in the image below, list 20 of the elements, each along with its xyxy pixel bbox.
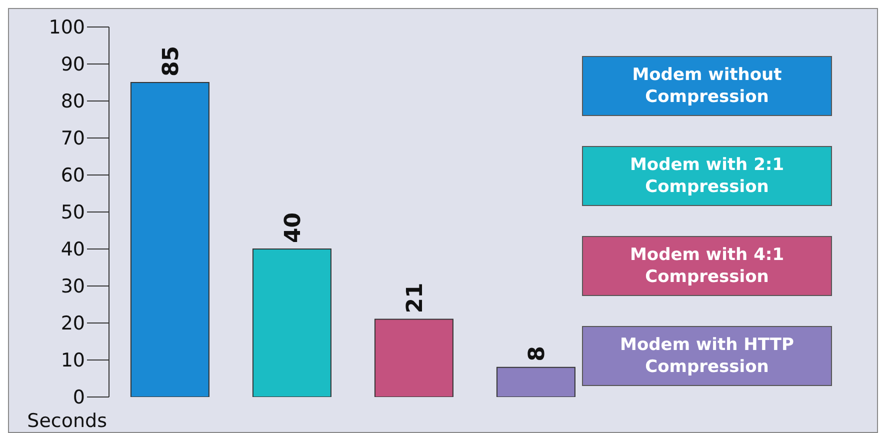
y-tick-label: 50 bbox=[60, 202, 85, 224]
y-tick-label: 20 bbox=[60, 312, 85, 335]
y-tick-label: 100 bbox=[48, 16, 85, 39]
y-tick-label: 80 bbox=[60, 90, 85, 113]
data-label: 85 bbox=[158, 46, 184, 76]
y-tick-label: 30 bbox=[60, 276, 85, 298]
data-label: 21 bbox=[402, 282, 428, 314]
legend-key: Modem with 4:1 Compression bbox=[582, 236, 832, 296]
y-tick-label: 0 bbox=[72, 386, 85, 409]
y-axis-title: Seconds bbox=[27, 410, 107, 432]
data-label: 40 bbox=[280, 212, 306, 243]
y-tick-label: 70 bbox=[60, 128, 85, 150]
legend-key: Modem without Compression bbox=[582, 56, 832, 116]
y-tick-label: 40 bbox=[60, 238, 85, 261]
data-label: 8 bbox=[524, 346, 550, 362]
legend-key: Modem with HTTP Compression bbox=[582, 326, 832, 386]
legend-key: Modem with 2:1 Compression bbox=[582, 146, 832, 206]
y-tick-label: 10 bbox=[60, 350, 85, 372]
y-tick-label: 60 bbox=[60, 164, 85, 187]
y-tick-label: 90 bbox=[60, 54, 85, 76]
